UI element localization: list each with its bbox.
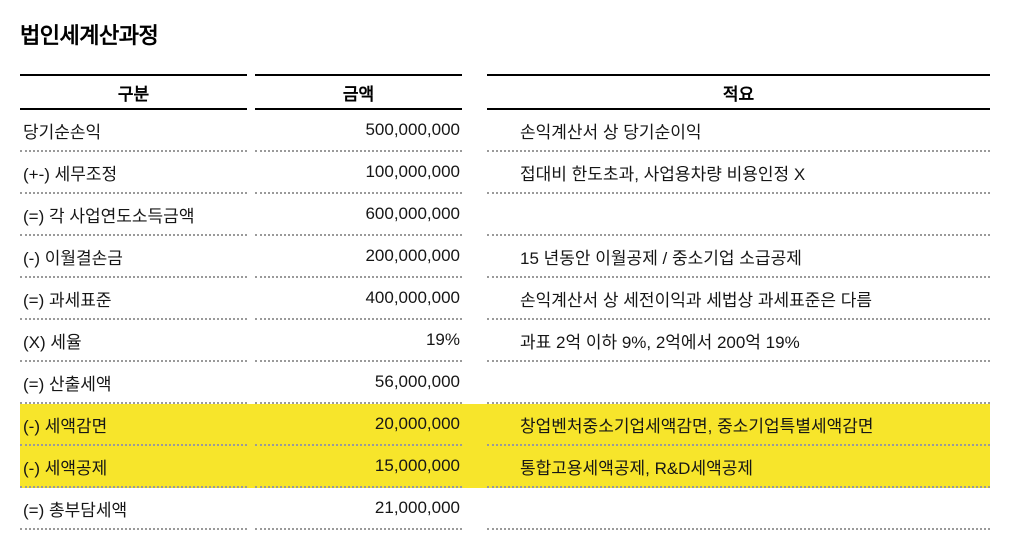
category-cell: 당기순손익 [20,110,247,152]
category-cell: (-) 이월결손금 [20,236,247,278]
category-cell: (=) 각 사업연도소득금액 [20,194,247,236]
note-cell: 창업벤처중소기업세액감면, 중소기업특별세액감면 [487,404,990,446]
amount-cell: 100,000,000 [255,152,462,194]
category-cell: (=) 과세표준 [20,278,247,320]
note-cell: 과표 2억 이하 9%, 2억에서 200억 19% [487,320,990,362]
note-cell: 손익계산서 상 세전이익과 세법상 과세표준은 다름 [487,278,990,320]
table-row: (=) 과세표준 400,000,000 손익계산서 상 세전이익과 세법상 과… [20,278,990,320]
page-title: 법인세계산과정 [20,23,159,48]
table-row: (+-) 세무조정 100,000,000 접대비 한도초과, 사업용차량 비용… [20,152,990,194]
note-cell [487,488,990,530]
category-cell: (=) 산출세액 [20,362,247,404]
column-header-note: 적요 [487,74,990,110]
note-cell [487,362,990,404]
amount-cell: 19% [255,320,462,362]
table-row: (=) 산출세액 56,000,000 [20,362,990,404]
category-cell: (=) 총부담세액 [20,488,247,530]
amount-cell: 15,000,000 [255,446,462,488]
table-row: (X) 세율 19% 과표 2억 이하 9%, 2억에서 200억 19% [20,320,990,362]
table-row: 당기순손익 500,000,000 손익계산서 상 당기순이익 [20,110,990,152]
table-row: (=) 각 사업연도소득금액 600,000,000 [20,194,990,236]
category-cell: (+-) 세무조정 [20,152,247,194]
amount-cell: 400,000,000 [255,278,462,320]
category-cell: (-) 세액공제 [20,446,247,488]
note-cell: 접대비 한도초과, 사업용차량 비용인정 X [487,152,990,194]
table-row-highlighted: (-) 세액공제 15,000,000 통합고용세액공제, R&D세액공제 [20,446,990,488]
note-cell [487,194,990,236]
amount-cell: 600,000,000 [255,194,462,236]
amount-cell: 56,000,000 [255,362,462,404]
document: 법인세계산과정 구분 금액 적요 당기순손익 500,000,000 손익계산서… [20,23,990,530]
category-cell: (-) 세액감면 [20,404,247,446]
amount-cell: 20,000,000 [255,404,462,446]
table-header-row: 구분 금액 적요 [20,74,990,110]
tax-calculation-table: 구분 금액 적요 당기순손익 500,000,000 손익계산서 상 당기순이익… [20,74,990,530]
amount-cell: 500,000,000 [255,110,462,152]
table-row: (=) 총부담세액 21,000,000 [20,488,990,530]
note-cell: 손익계산서 상 당기순이익 [487,110,990,152]
amount-cell: 21,000,000 [255,488,462,530]
table-row-highlighted: (-) 세액감면 20,000,000 창업벤처중소기업세액감면, 중소기업특별… [20,404,990,446]
category-cell: (X) 세율 [20,320,247,362]
table-row: (-) 이월결손금 200,000,000 15 년동안 이월공제 / 중소기업… [20,236,990,278]
column-header-amount: 금액 [255,74,462,110]
note-cell: 통합고용세액공제, R&D세액공제 [487,446,990,488]
column-header-category: 구분 [20,74,247,110]
amount-cell: 200,000,000 [255,236,462,278]
note-cell: 15 년동안 이월공제 / 중소기업 소급공제 [487,236,990,278]
